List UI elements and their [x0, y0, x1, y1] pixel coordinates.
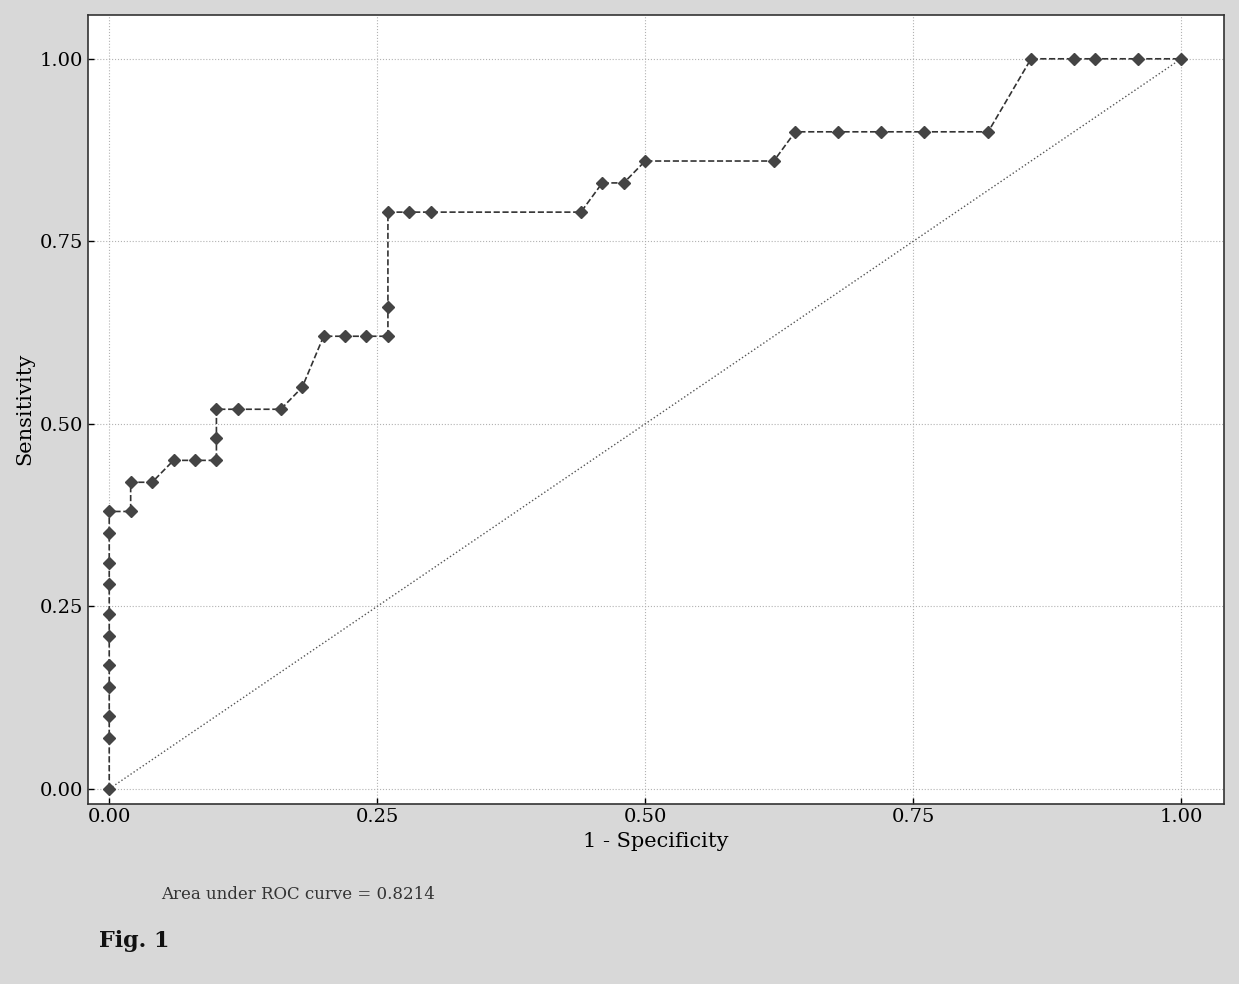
Y-axis label: Sensitivity: Sensitivity [15, 353, 33, 465]
Text: Area under ROC curve = 0.8214: Area under ROC curve = 0.8214 [161, 886, 435, 902]
X-axis label: 1 - Specificity: 1 - Specificity [584, 831, 729, 851]
Text: Fig. 1: Fig. 1 [99, 930, 170, 952]
